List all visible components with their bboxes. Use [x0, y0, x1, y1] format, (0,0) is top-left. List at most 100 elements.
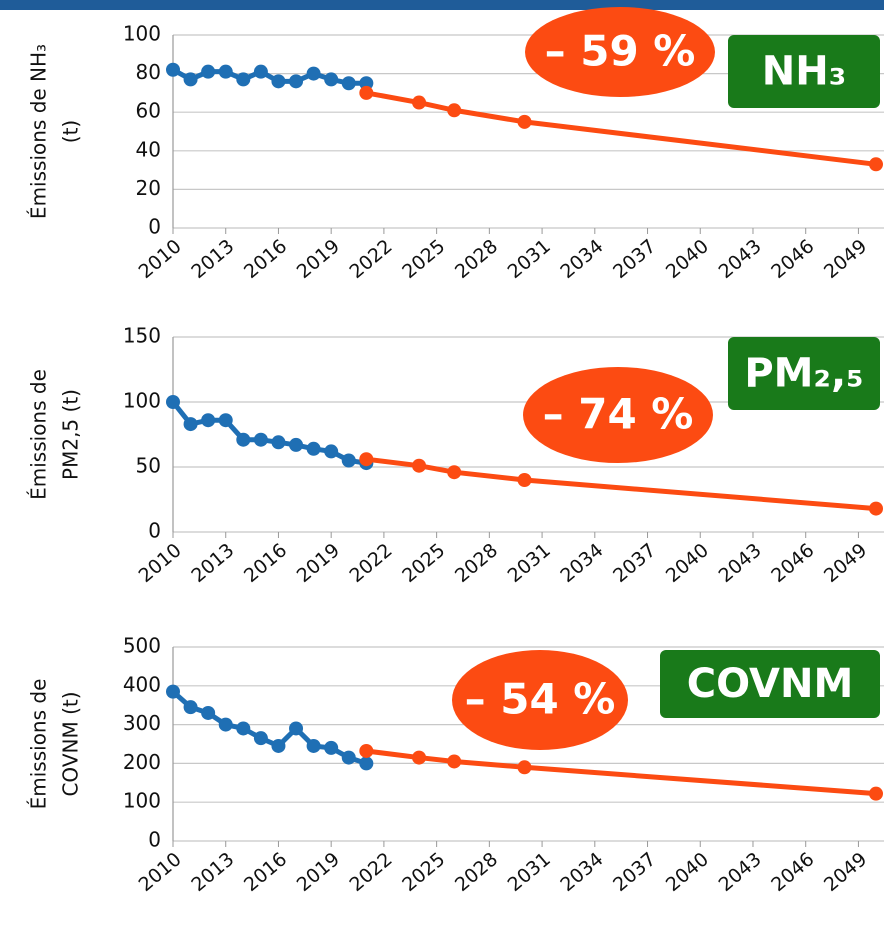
top-bar [0, 0, 884, 10]
y-tick-label: 0 [148, 215, 161, 239]
y-tick-label: 20 [136, 176, 161, 200]
x-tick-label: 2049 [820, 235, 871, 283]
x-tick-label: 2025 [398, 235, 449, 283]
x-tick-label: 2028 [451, 848, 502, 896]
x-tick-label: 2034 [556, 539, 607, 587]
x-tick-label: 2022 [345, 848, 396, 896]
series-point [306, 441, 321, 456]
y-tick-label: 400 [123, 672, 161, 696]
series-point [412, 458, 427, 473]
series-point [236, 432, 251, 447]
x-tick-label: 2031 [504, 848, 555, 896]
y-tick-label: 200 [123, 750, 161, 774]
x-tick-label: 2025 [398, 539, 449, 587]
series-point [412, 750, 427, 765]
series-point [183, 72, 198, 87]
y-tick-label: 500 [123, 634, 161, 658]
badge: NH₃ [762, 49, 846, 95]
annotation: – 59 % [545, 27, 696, 76]
x-tick-label: 2010 [135, 848, 186, 896]
series-point [359, 76, 374, 91]
series-point [253, 731, 268, 746]
badge-box [660, 650, 880, 718]
x-tick-label: 2022 [345, 235, 396, 283]
x-tick-label: 2016 [240, 539, 291, 587]
y-tick-label: 40 [136, 137, 161, 161]
series-point [447, 103, 462, 118]
y-tick-label: 300 [123, 711, 161, 735]
series-point [324, 444, 339, 459]
x-tick-label: 2010 [135, 539, 186, 587]
series-point [271, 738, 286, 753]
x-tick-label: 2037 [609, 539, 660, 587]
series-point [253, 432, 268, 447]
x-tick-label: 2046 [767, 235, 818, 283]
series-point [359, 452, 374, 467]
series-point [341, 750, 356, 765]
annotation: – 74 % [543, 390, 694, 439]
series-point [306, 738, 321, 753]
series-point [201, 64, 216, 79]
x-tick-label: 2040 [662, 848, 713, 896]
series-point [341, 76, 356, 91]
x-tick-label: 2019 [293, 235, 344, 283]
series-point [271, 435, 286, 450]
x-tick-label: 2019 [293, 848, 344, 896]
series-point [289, 74, 304, 89]
series-point [236, 721, 251, 736]
y-axis-label: (t) [59, 120, 83, 143]
x-tick-label: 2040 [662, 539, 713, 587]
x-tick-label: 2013 [187, 539, 238, 587]
series-point [324, 740, 339, 755]
series-point [517, 114, 532, 129]
x-tick-label: 2046 [767, 539, 818, 587]
x-tick-label: 2025 [398, 848, 449, 896]
x-tick-label: 2031 [504, 235, 555, 283]
x-tick-label: 2019 [293, 539, 344, 587]
annotation-bubble [525, 7, 715, 97]
series-point [218, 717, 233, 732]
y-tick-label: 80 [136, 60, 161, 84]
x-tick-label: 2013 [187, 848, 238, 896]
annotation: – 54 % [465, 675, 616, 724]
series-point [166, 395, 180, 409]
badge-box [728, 35, 880, 108]
series-point [517, 473, 532, 487]
series-point [289, 721, 304, 736]
series-line [366, 748, 877, 797]
series-point [359, 756, 374, 771]
series-point [869, 786, 883, 801]
series-point [869, 501, 883, 516]
y-tick-label: 60 [136, 99, 161, 123]
series-point [183, 700, 198, 715]
x-tick-label: 2037 [609, 235, 660, 283]
x-tick-label: 2043 [715, 848, 766, 896]
series-point [253, 64, 268, 79]
x-tick-label: 2049 [820, 848, 871, 896]
y-tick-label: 150 [123, 324, 161, 348]
x-tick-label: 2046 [767, 848, 818, 896]
series-point [359, 85, 374, 100]
y-axis-label: Émissions de NH₃ [27, 44, 51, 219]
series-point [218, 64, 233, 79]
annotation-bubble [452, 650, 628, 750]
y-tick-label: 0 [148, 828, 161, 852]
x-tick-label: 2034 [556, 848, 607, 896]
x-tick-label: 2034 [556, 235, 607, 283]
x-tick-label: 2010 [135, 235, 186, 283]
series-point [201, 705, 216, 720]
badge-box [728, 337, 880, 410]
series-point [341, 453, 356, 468]
y-tick-label: 100 [123, 389, 161, 413]
x-tick-label: 2022 [345, 539, 396, 587]
series-point [324, 72, 339, 87]
series-point [517, 760, 532, 775]
badge: COVNM [687, 661, 854, 707]
series-point [236, 72, 251, 87]
y-tick-label: 100 [123, 22, 161, 46]
annotation-bubble [523, 367, 713, 463]
y-tick-label: 100 [123, 789, 161, 813]
y-axis-label: Émissions de [27, 369, 51, 500]
x-tick-label: 2043 [715, 235, 766, 283]
